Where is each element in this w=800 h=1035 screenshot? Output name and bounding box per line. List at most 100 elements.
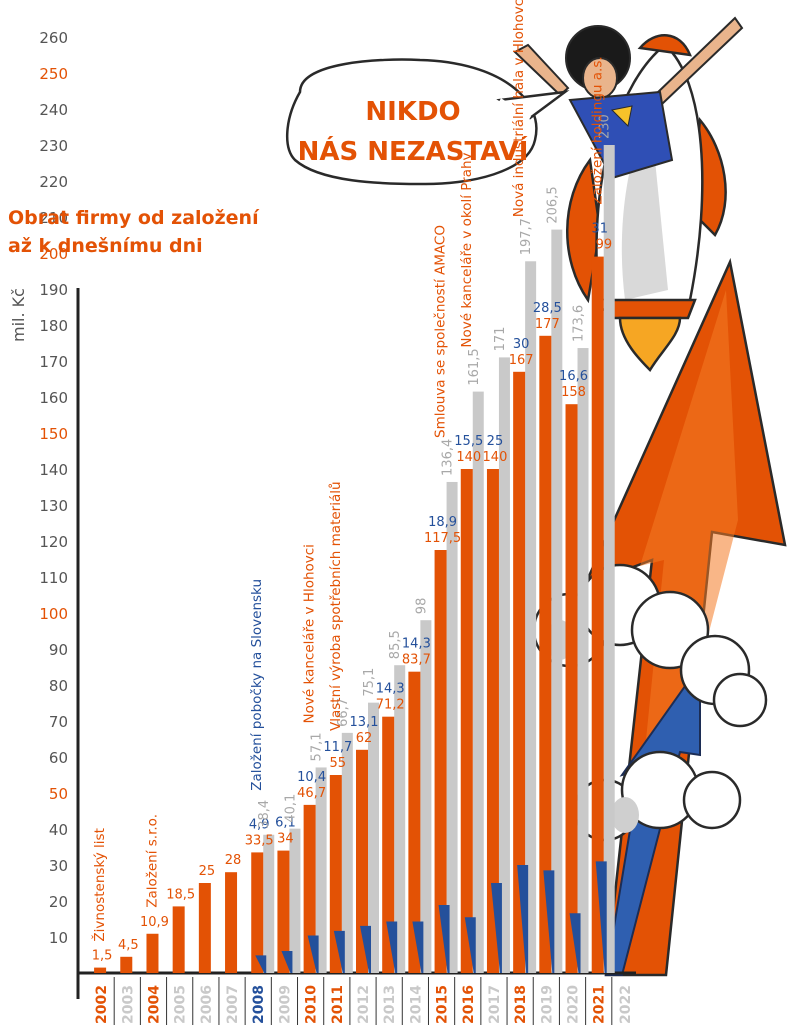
gray-bar (446, 481, 458, 973)
x-tick-label: 2015 (435, 985, 451, 1024)
gray-value-label: 197,7 (519, 218, 534, 255)
milestone-label: Vlastní výroba spotřebních materiálů (328, 481, 344, 731)
chart-bars (94, 145, 615, 974)
orange-value-label: 62 (356, 731, 373, 746)
y-tick-label: 100 (39, 605, 68, 623)
y-tick-label: 130 (39, 497, 68, 515)
orange-bar (486, 469, 499, 973)
blue-value-label: 28,5 (533, 301, 562, 316)
x-tick-label: 2016 (461, 985, 477, 1024)
blue-bar (490, 883, 502, 973)
orange-bar (565, 404, 578, 973)
orange-value-label: 4,5 (118, 938, 139, 953)
orange-value-label: 140 (483, 450, 508, 465)
orange-bar (198, 883, 211, 973)
x-tick-label: 2021 (592, 985, 608, 1024)
y-tick-label: 180 (39, 317, 68, 335)
blue-bar (333, 930, 345, 973)
x-tick-label: 2009 (277, 985, 293, 1024)
blue-value-label: 6,1 (275, 816, 296, 831)
gray-value-label: 75,1 (362, 668, 377, 697)
gray-value-label: 230 (598, 114, 613, 139)
orange-bar (434, 550, 447, 973)
blue-value-label: 30 (513, 337, 530, 352)
milestone-label: Smlouva se společností AMACO (433, 225, 449, 438)
x-tick-label: 2004 (146, 985, 162, 1024)
y-tick-label: 150 (39, 425, 68, 443)
y-tick-label: 190 (39, 281, 68, 299)
chart-title-line-1: Obrat firmy od založení (8, 207, 259, 229)
x-tick-label: 2005 (173, 985, 189, 1024)
y-tick-label: 140 (39, 461, 68, 479)
gray-value-label: 98 (414, 598, 429, 615)
blue-bar (386, 921, 398, 973)
gray-bar (263, 834, 275, 973)
speech-line-2: NÁS NEZASTAVÍ (298, 135, 529, 167)
gray-value-label: 173,6 (572, 305, 587, 342)
gray-bar (394, 665, 406, 973)
x-tick-label: 2014 (408, 985, 424, 1024)
blue-value-label: 13,1 (350, 715, 379, 730)
orange-bar (539, 335, 552, 973)
x-tick-label: 2022 (618, 985, 634, 1024)
blue-bar (307, 935, 319, 973)
orange-bar (277, 850, 290, 973)
milestone-label: Nové kanceláře v okolí Prahy (459, 152, 475, 347)
x-tick-label: 2010 (304, 985, 320, 1024)
blue-bar (543, 870, 555, 973)
orange-bar (172, 906, 185, 973)
gray-bar (498, 357, 510, 973)
orange-bar (513, 371, 526, 973)
gray-bar (525, 261, 537, 973)
hero-character-icon (513, 16, 744, 180)
orange-value-label: 158 (561, 385, 586, 400)
gray-bar (289, 828, 301, 973)
orange-value-label: 25 (199, 864, 216, 879)
blue-bar (438, 904, 450, 973)
gray-value-label: 161,5 (467, 348, 482, 385)
orange-value-label: 83,7 (402, 653, 431, 668)
gray-bar (341, 732, 353, 973)
blue-value-label: 4,9 (249, 817, 270, 832)
gray-value-label: 171 (493, 327, 508, 352)
blue-value-label: 18,9 (428, 515, 457, 530)
orange-value-label: 117,5 (424, 531, 461, 546)
milestone-label: Založení holdingu a.s. (590, 56, 606, 204)
gray-bar (315, 767, 327, 973)
y-tick-label: 70 (49, 713, 68, 731)
y-tick-label: 170 (39, 353, 68, 371)
blue-bar (517, 865, 529, 973)
milestone-label: Založení s.r.o. (144, 814, 160, 908)
orange-bar (303, 804, 316, 973)
x-tick-label: 2018 (513, 985, 529, 1024)
y-tick-label: 60 (49, 749, 68, 767)
orange-bar (382, 716, 395, 973)
orange-bar (120, 956, 133, 973)
y-tick-label: 250 (39, 65, 68, 83)
orange-value-label: 18,5 (166, 887, 195, 902)
gray-value-label: 136,4 (441, 439, 456, 476)
blue-value-label: 14,3 (376, 682, 405, 697)
blue-bar (255, 955, 267, 973)
orange-value-label: 1,5 (92, 949, 113, 964)
blue-value-label: 14,3 (402, 637, 431, 652)
orange-value-label: 28 (225, 853, 242, 868)
orange-value-label: 34 (277, 832, 294, 847)
y-tick-label: 20 (49, 893, 68, 911)
milestone-label: Nové kanceláře v Hlohovci (302, 544, 318, 723)
orange-bar (591, 256, 604, 974)
orange-value-label: 177 (535, 317, 560, 332)
y-tick-label: 110 (39, 569, 68, 587)
gray-bar (368, 702, 379, 973)
blue-bar (360, 925, 371, 973)
orange-value-label: 55 (330, 756, 347, 771)
blue-value-label: 31 (591, 222, 608, 237)
orange-bar (356, 749, 368, 973)
orange-value-label: 199 (587, 238, 612, 253)
gray-value-label: 85,5 (388, 630, 403, 659)
gray-value-label: 206,5 (545, 186, 560, 223)
y-tick-label: 40 (49, 821, 68, 839)
gray-value-label: 38,4 (257, 800, 272, 829)
